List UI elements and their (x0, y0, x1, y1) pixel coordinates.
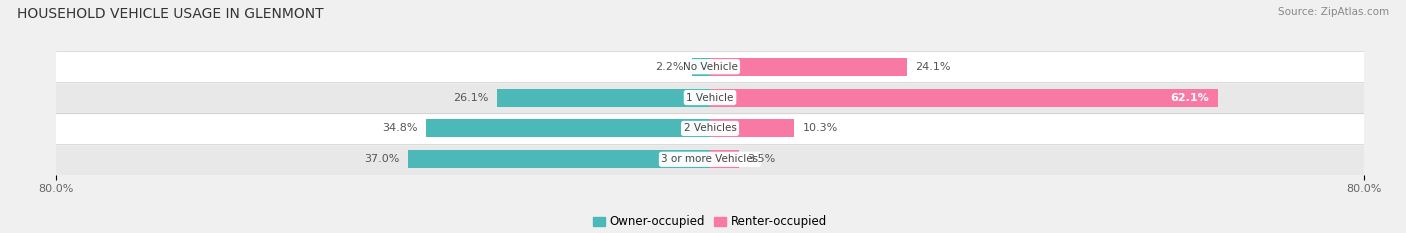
Text: No Vehicle: No Vehicle (682, 62, 738, 72)
Bar (56, 113, 1364, 144)
Bar (56, 51, 1364, 82)
Text: 37.0%: 37.0% (364, 154, 399, 164)
Text: Source: ZipAtlas.com: Source: ZipAtlas.com (1278, 7, 1389, 17)
Text: 2 Vehicles: 2 Vehicles (683, 123, 737, 134)
Bar (710, 120, 794, 137)
Bar (710, 58, 907, 76)
Text: 34.8%: 34.8% (382, 123, 418, 134)
Bar (426, 120, 710, 137)
Text: 26.1%: 26.1% (453, 93, 488, 103)
Bar (56, 82, 1364, 113)
Text: 3 or more Vehicles: 3 or more Vehicles (661, 154, 759, 164)
Bar (710, 150, 738, 168)
Legend: Owner-occupied, Renter-occupied: Owner-occupied, Renter-occupied (588, 211, 832, 233)
Text: 1 Vehicle: 1 Vehicle (686, 93, 734, 103)
Bar (710, 89, 1218, 106)
Text: 10.3%: 10.3% (803, 123, 838, 134)
Bar (496, 89, 710, 106)
Text: HOUSEHOLD VEHICLE USAGE IN GLENMONT: HOUSEHOLD VEHICLE USAGE IN GLENMONT (17, 7, 323, 21)
Text: 3.5%: 3.5% (747, 154, 775, 164)
Text: 2.2%: 2.2% (655, 62, 683, 72)
Bar (56, 144, 1364, 175)
Bar (692, 58, 710, 76)
Text: 24.1%: 24.1% (915, 62, 950, 72)
Text: 62.1%: 62.1% (1171, 93, 1209, 103)
Bar (408, 150, 710, 168)
